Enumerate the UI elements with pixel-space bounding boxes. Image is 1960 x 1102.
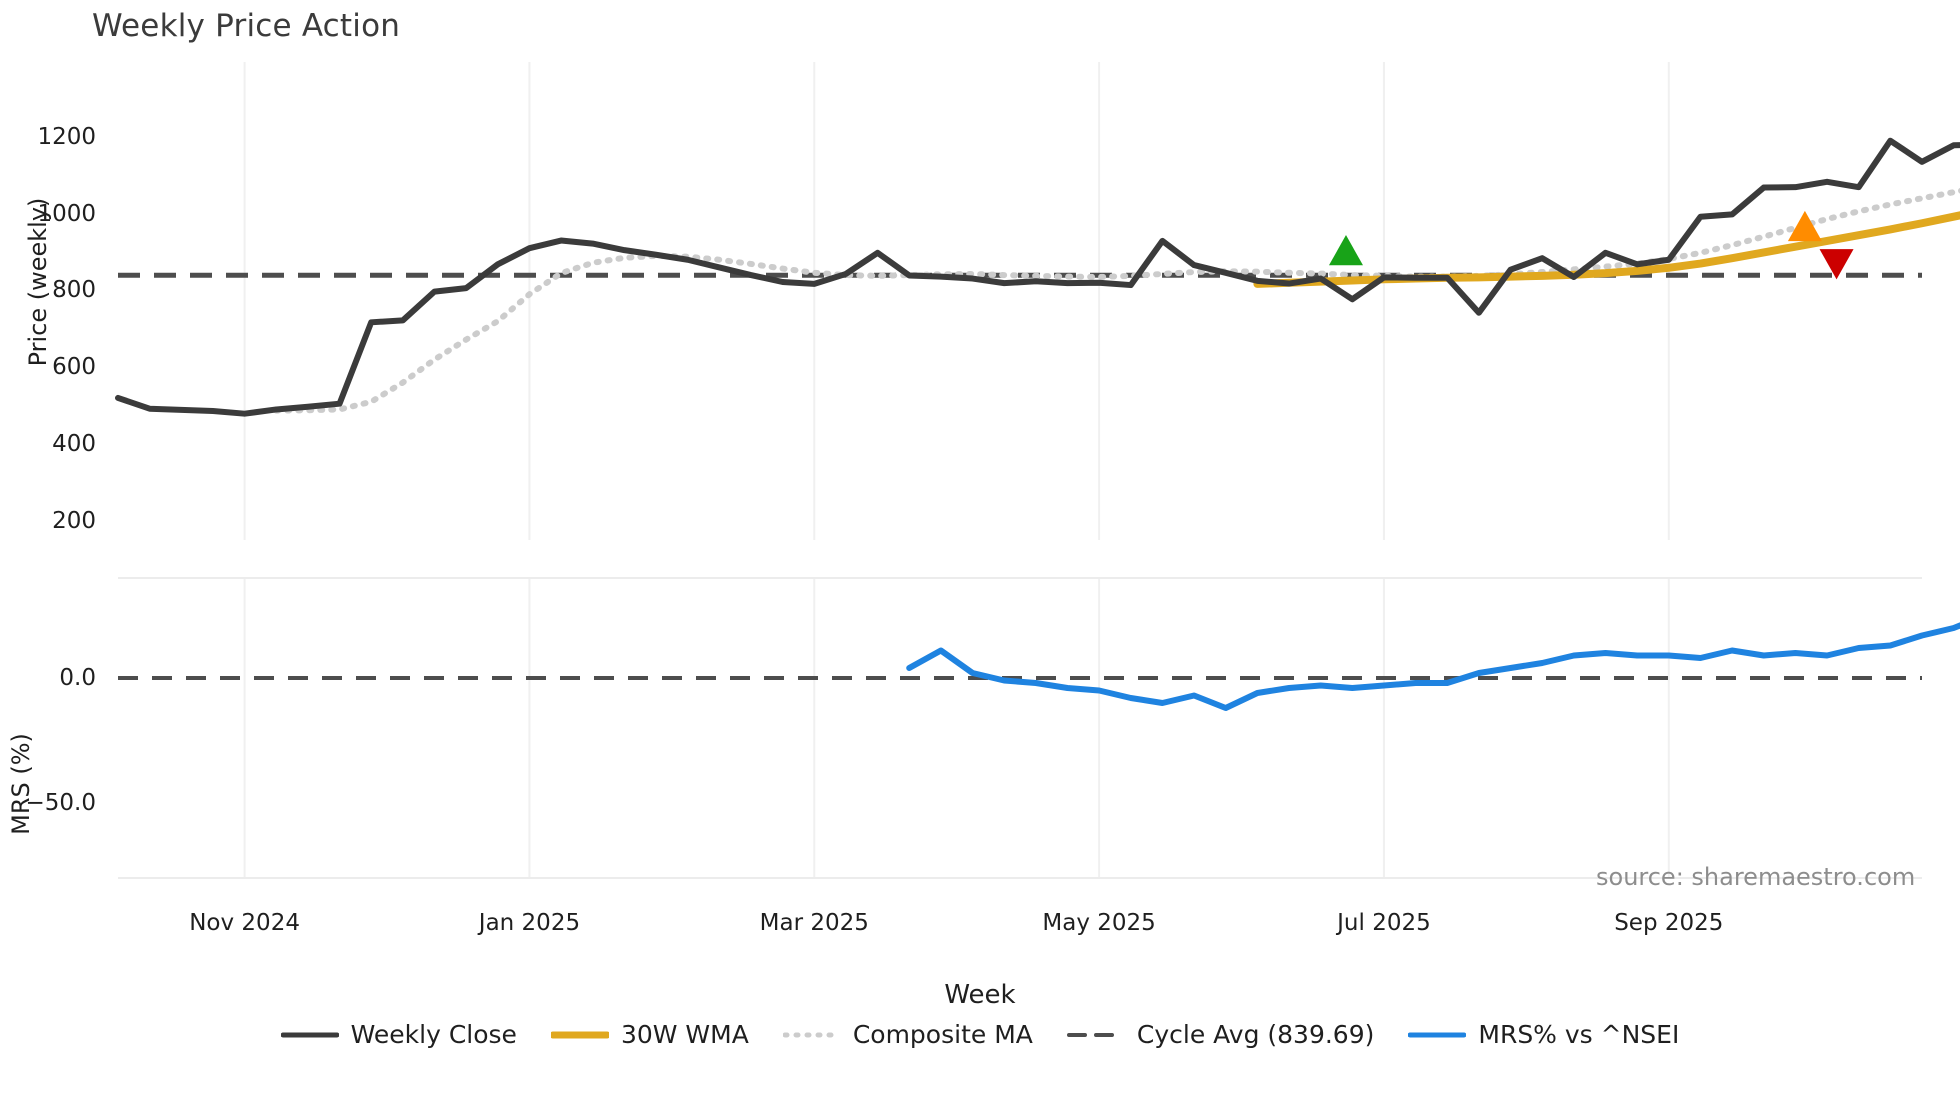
x-tick-label: May 2025	[1042, 910, 1156, 936]
legend-label: Weekly Close	[350, 1020, 517, 1049]
x-tick-label: Jan 2025	[478, 910, 581, 936]
x-tick-label: Mar 2025	[759, 910, 869, 936]
legend-swatch-icon	[1066, 1026, 1125, 1044]
sell-signal-marker	[1819, 249, 1854, 280]
legend-swatch-icon	[782, 1026, 841, 1044]
mrs-y-tick-label: −50.0	[25, 790, 96, 816]
legend-item[interactable]: Weekly Close	[280, 1020, 517, 1049]
legend-label: Composite MA	[852, 1020, 1033, 1049]
series-composite-ma	[273, 187, 1960, 414]
x-tick-label: Nov 2024	[189, 910, 300, 936]
legend-swatch-icon	[280, 1026, 339, 1044]
chart-legend: Weekly Close 30W WMA Composite MA Cycle Avg…	[0, 1020, 1960, 1049]
legend-swatch-icon	[1408, 1026, 1467, 1044]
mrs-y-tick-label: 0.0	[59, 665, 96, 691]
price-y-tick-label: 1000	[37, 200, 96, 227]
buy-signal-marker	[1328, 235, 1363, 266]
page-title: Weekly Price Action	[92, 8, 401, 44]
price-y-tick-label: 200	[52, 507, 96, 534]
series-mrs-percent	[906, 622, 1960, 711]
x-axis-label: Week	[944, 980, 1016, 1010]
legend-label: Cycle Avg (839.69)	[1136, 1020, 1375, 1049]
warning-signal-marker	[1787, 210, 1822, 242]
legend-item[interactable]: Cycle Avg (839.69)	[1066, 1020, 1375, 1049]
price-y-tick-label: 600	[52, 354, 96, 381]
price-y-tick-label: 1200	[37, 123, 96, 150]
legend-swatch-icon	[550, 1026, 609, 1044]
legend-label: 30W WMA	[620, 1020, 749, 1049]
legend-label: MRS% vs ^NSEI	[1478, 1020, 1680, 1049]
x-tick-label: Sep 2025	[1614, 910, 1724, 936]
x-tick-label: Jul 2025	[1337, 910, 1431, 936]
legend-item[interactable]: Composite MA	[782, 1020, 1033, 1049]
price-y-tick-label: 800	[52, 277, 96, 304]
legend-item[interactable]: 30W WMA	[550, 1020, 749, 1049]
legend-item[interactable]: MRS% vs ^NSEI	[1408, 1020, 1679, 1049]
source-watermark: source: sharemaestro.com	[1596, 863, 1916, 891]
series-weekly-close	[115, 137, 1960, 417]
price-y-tick-label: 400	[52, 431, 96, 458]
